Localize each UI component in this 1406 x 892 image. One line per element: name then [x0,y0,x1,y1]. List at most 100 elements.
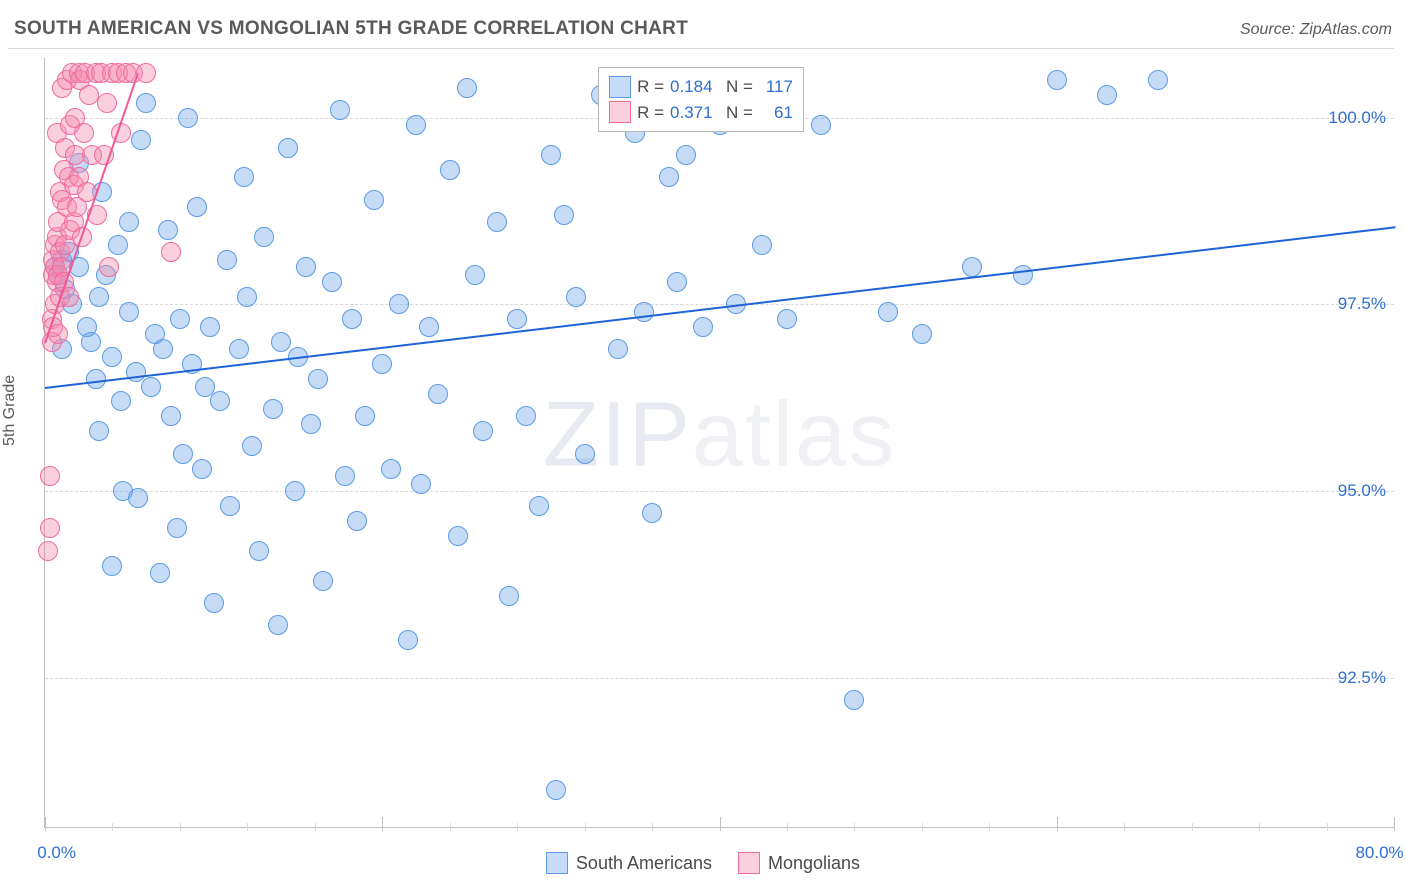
x-tick-major [45,817,46,831]
legend-r-value: 0.371 [670,100,720,126]
scatter-point [153,339,173,359]
scatter-point [187,197,207,217]
legend-n-label: N = [726,74,753,100]
x-tick-minor [989,823,990,831]
scatter-point [136,63,156,83]
scatter-point [844,690,864,710]
scatter-point [487,212,507,232]
legend-stats: R =0.184N =117R =0.371N =61 [598,67,804,132]
scatter-point [1047,70,1067,90]
scatter-point [161,406,181,426]
scatter-point [499,586,519,606]
scatter-point [74,123,94,143]
scatter-point [566,287,586,307]
scatter-point [173,444,193,464]
scatter-point [335,466,355,486]
scatter-point [278,138,298,158]
scatter-point [79,85,99,105]
scatter-point [192,459,212,479]
y-tick-label: 97.5% [1338,294,1386,314]
scatter-point [308,369,328,389]
scatter-point [131,130,151,150]
scatter-point [676,145,696,165]
scatter-point [178,108,198,128]
scatter-point [440,160,460,180]
legend-r-label: R = [637,100,664,126]
scatter-point [204,593,224,613]
scatter-point [40,518,60,538]
scatter-point [912,324,932,344]
legend-swatch [609,76,631,98]
scatter-point [364,190,384,210]
x-tick-minor [1192,823,1193,831]
x-tick-minor [652,823,653,831]
scatter-point [229,339,249,359]
legend-r-label: R = [637,74,664,100]
legend-item: South Americans [546,852,712,874]
scatter-point [962,257,982,277]
scatter-point [381,459,401,479]
scatter-point [97,93,117,113]
x-tick-minor [922,823,923,831]
watermark-part2: atlas [692,383,896,485]
scatter-point [389,294,409,314]
x-tick-minor [585,823,586,831]
scatter-point [541,145,561,165]
legend-n-label: N = [726,100,753,126]
scatter-point [330,100,350,120]
scatter-point [1148,70,1168,90]
scatter-point [355,406,375,426]
scatter-point [158,220,178,240]
plot-area: ZIPatlas 92.5%95.0%97.5%100.0%0.0%80.0%R… [44,58,1394,828]
scatter-point [99,257,119,277]
scatter-point [108,235,128,255]
scatter-point [1097,85,1117,105]
scatter-point [428,384,448,404]
legend-stats-row: R =0.184N =117 [609,74,793,100]
scatter-point [167,518,187,538]
x-tick-minor [450,823,451,831]
scatter-point [546,780,566,800]
scatter-point [667,272,687,292]
scatter-point [372,354,392,374]
x-tick-minor [315,823,316,831]
legend-swatch [609,101,631,123]
legend-r-value: 0.184 [670,74,720,100]
y-tick-label: 92.5% [1338,668,1386,688]
scatter-point [170,309,190,329]
gridline [45,491,1394,492]
scatter-point [301,414,321,434]
scatter-point [119,302,139,322]
scatter-point [141,377,161,397]
scatter-point [575,444,595,464]
scatter-point [529,496,549,516]
scatter-point [777,309,797,329]
scatter-point [419,317,439,337]
scatter-point [659,167,679,187]
gridline [45,678,1394,679]
scatter-point [242,436,262,456]
scatter-point [398,630,418,650]
scatter-point [285,481,305,501]
scatter-point [313,571,333,591]
legend-label: South Americans [576,853,712,874]
scatter-point [102,556,122,576]
scatter-point [693,317,713,337]
scatter-point [234,167,254,187]
x-tick-minor [112,823,113,831]
scatter-point [406,115,426,135]
x-tick-minor [787,823,788,831]
chart-source: Source: ZipAtlas.com [1240,21,1392,39]
scatter-point [608,339,628,359]
legend-stats-row: R =0.371N =61 [609,100,793,126]
x-tick-minor [1327,823,1328,831]
scatter-point [200,317,220,337]
scatter-point [40,466,60,486]
scatter-point [296,257,316,277]
scatter-point [322,272,342,292]
scatter-point [249,541,269,561]
header-divider [8,48,1394,49]
scatter-point [448,526,468,546]
x-tick-minor [854,823,855,831]
scatter-point [237,287,257,307]
